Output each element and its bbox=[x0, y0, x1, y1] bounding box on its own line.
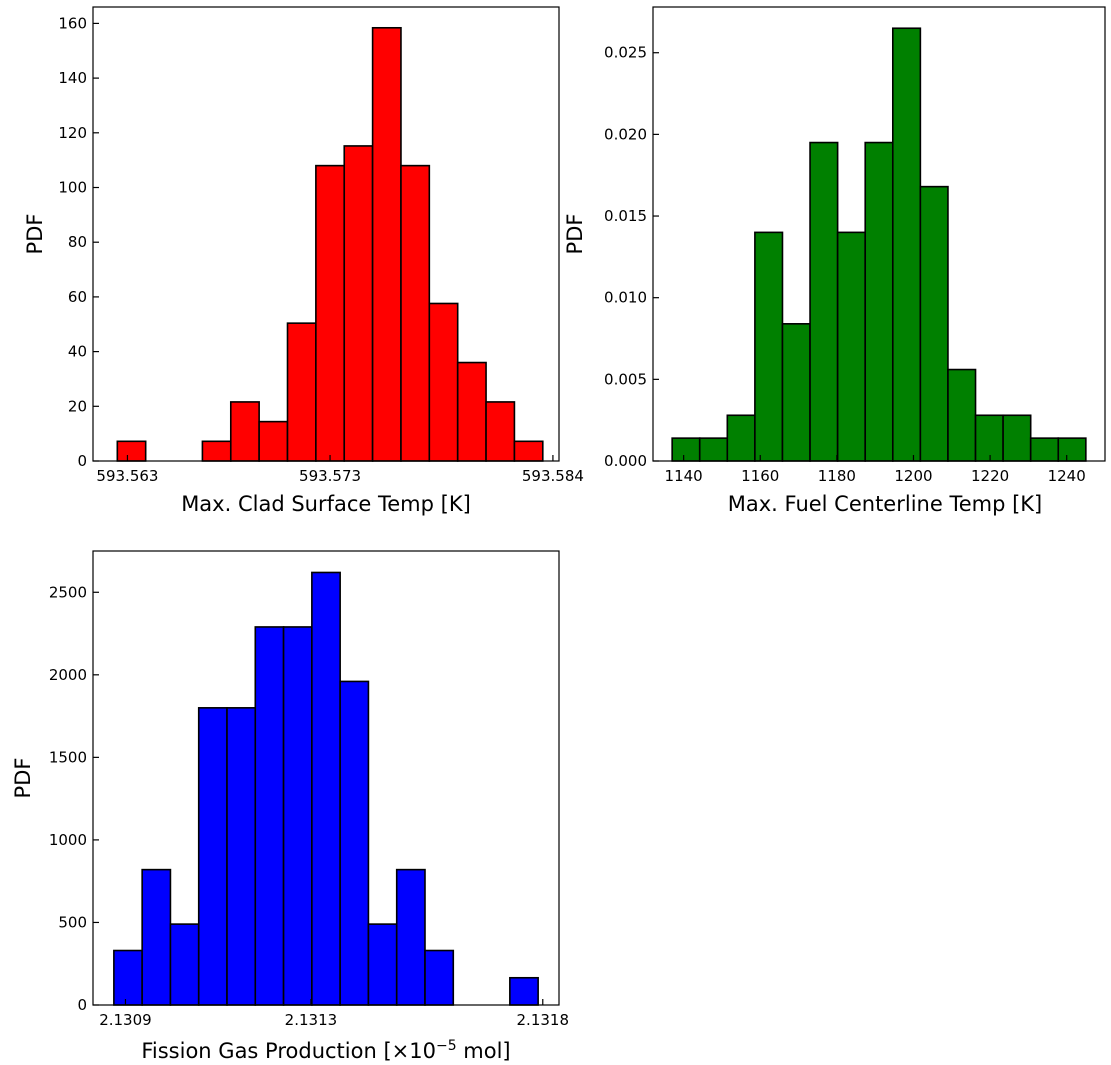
x-axis-label: Max. Clad Surface Temp [K] bbox=[181, 492, 471, 516]
histogram-bar bbox=[400, 164, 431, 462]
histogram-bar bbox=[726, 414, 756, 462]
histogram-bar bbox=[456, 361, 487, 462]
histogram-bars bbox=[113, 571, 539, 1006]
y-axis-label: PDF bbox=[563, 214, 587, 255]
histogram-bar bbox=[424, 949, 455, 1006]
histogram-bar bbox=[311, 571, 341, 1006]
y-tick-label: 0.005 bbox=[604, 370, 647, 388]
y-tick-label: 0 bbox=[77, 452, 87, 470]
x-tick-label: 593.573 bbox=[299, 467, 361, 485]
histogram-bar bbox=[141, 868, 172, 1006]
y-tick-label: 1500 bbox=[49, 748, 87, 766]
histogram-bar bbox=[367, 923, 398, 1006]
histogram-bar bbox=[919, 185, 949, 462]
histogram-bar bbox=[371, 26, 402, 462]
histogram-bar bbox=[226, 707, 257, 1006]
y-tick-label: 2000 bbox=[49, 666, 87, 684]
y-tick-label: 60 bbox=[68, 288, 87, 306]
subplot-fission-gas-production: Fission Gas Production [×10−5 mol] PDF 2… bbox=[11, 550, 570, 1063]
y-tick-label: 0.015 bbox=[604, 207, 647, 225]
x-axis-label: Fission Gas Production [×10−5 mol] bbox=[141, 1038, 510, 1063]
histogram-bar bbox=[395, 868, 426, 1006]
histogram-bar bbox=[836, 231, 867, 462]
x-tick-label: 593.584 bbox=[522, 467, 584, 485]
histogram-bar bbox=[864, 141, 894, 462]
axes-frame bbox=[92, 550, 560, 1006]
x-tick-label: 1140 bbox=[665, 467, 703, 485]
axes-frame bbox=[92, 6, 560, 462]
subplot-clad-surface-temp: Max. Clad Surface Temp [K] PDF 593.563 59… bbox=[23, 6, 584, 516]
x-tick-label: 1160 bbox=[741, 467, 779, 485]
histogram-bar bbox=[671, 437, 701, 462]
subplot-fuel-centerline-temp: Max. Fuel Centerline Temp [K] PDF 1140 11… bbox=[563, 6, 1106, 516]
histogram-bar bbox=[428, 302, 459, 462]
histogram-bar bbox=[698, 437, 729, 462]
histogram-bar bbox=[315, 164, 346, 462]
histogram-bar bbox=[485, 401, 516, 462]
y-tick-label: 20 bbox=[68, 397, 87, 415]
x-axis-label-exponent: −5 bbox=[436, 1038, 457, 1054]
x-tick-label: 1240 bbox=[1048, 467, 1086, 485]
y-tick-label: 120 bbox=[58, 124, 87, 142]
histogram-bar bbox=[339, 680, 370, 1006]
y-tick-label: 0 bbox=[77, 996, 87, 1014]
histogram-bar bbox=[229, 401, 260, 462]
histogram-bar bbox=[116, 440, 147, 462]
histogram-bar bbox=[809, 141, 839, 462]
axes-frame bbox=[652, 6, 1106, 462]
histogram-bar bbox=[1029, 437, 1060, 462]
histogram-bars bbox=[671, 27, 1087, 462]
y-axis-label: PDF bbox=[23, 214, 47, 255]
histogram-bar bbox=[891, 27, 922, 462]
y-tick-label: 40 bbox=[68, 343, 87, 361]
histogram-bar bbox=[197, 707, 228, 1006]
x-axis-label-tail: mol] bbox=[457, 1039, 511, 1063]
histogram-bar bbox=[169, 923, 200, 1006]
histogram-bar bbox=[254, 626, 285, 1006]
histogram-bar bbox=[781, 323, 811, 462]
y-tick-label: 140 bbox=[58, 69, 87, 87]
x-axis-label: Max. Fuel Centerline Temp [K] bbox=[728, 492, 1043, 516]
histogram-bar bbox=[513, 440, 544, 462]
x-tick-label: 1200 bbox=[894, 467, 932, 485]
x-axis-label-main: Fission Gas Production [×10 bbox=[141, 1039, 436, 1063]
y-tick-label: 0.000 bbox=[604, 452, 647, 470]
histogram-bar bbox=[947, 368, 977, 462]
histogram-bar bbox=[286, 322, 317, 462]
y-tick-label: 80 bbox=[68, 233, 87, 251]
y-tick-label: 0.010 bbox=[604, 289, 647, 307]
y-tick-label: 160 bbox=[58, 14, 87, 32]
histogram-bar bbox=[754, 231, 784, 462]
histogram-bar bbox=[974, 414, 1004, 462]
y-tick-label: 1000 bbox=[49, 831, 87, 849]
histogram-bar bbox=[201, 440, 232, 462]
histogram-bar bbox=[113, 949, 143, 1006]
histogram-bar bbox=[509, 976, 539, 1006]
y-tick-label: 100 bbox=[58, 179, 87, 197]
y-tick-label: 0.025 bbox=[604, 44, 647, 62]
histogram-bar bbox=[258, 420, 289, 462]
histogram-bars bbox=[116, 26, 544, 462]
histogram-bar bbox=[343, 145, 374, 462]
x-tick-label: 1180 bbox=[818, 467, 856, 485]
y-tick-label: 500 bbox=[58, 913, 87, 931]
x-tick-label: 2.1318 bbox=[517, 1011, 570, 1029]
x-tick-label: 2.1313 bbox=[285, 1011, 338, 1029]
y-tick-label: 2500 bbox=[49, 583, 87, 601]
y-axis-label: PDF bbox=[11, 758, 35, 799]
histogram-bar bbox=[282, 626, 313, 1006]
x-tick-label: 2.1309 bbox=[99, 1011, 152, 1029]
y-tick-label: 0.020 bbox=[604, 125, 647, 143]
x-tick-label: 1220 bbox=[971, 467, 1009, 485]
x-tick-label: 593.563 bbox=[96, 467, 158, 485]
histogram-bar bbox=[1057, 437, 1087, 462]
histogram-bar bbox=[1002, 414, 1032, 462]
